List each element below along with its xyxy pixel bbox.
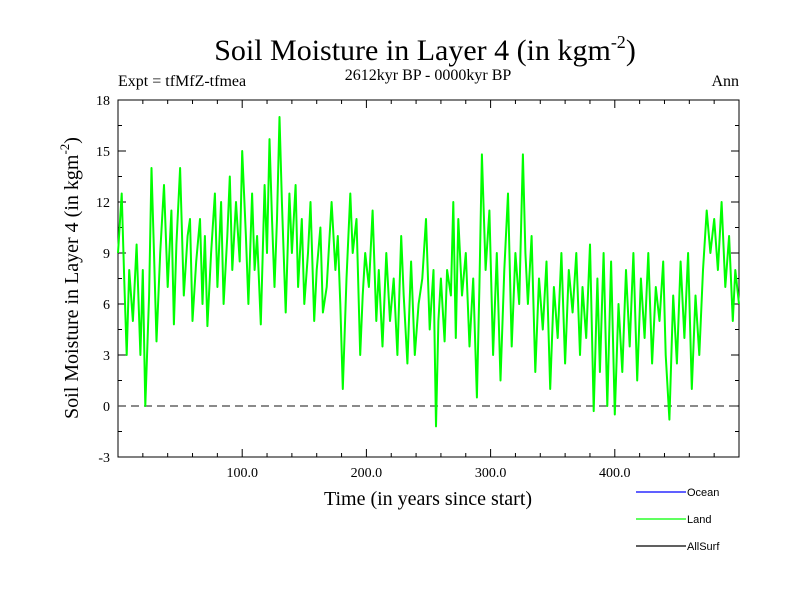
y-axis-label: Soil Moisture in Layer 4 (in kgm-2)	[57, 137, 83, 419]
chart-subtitle: 2612kyr BP - 0000kyr BP	[345, 67, 512, 84]
x-axis: 100.0 200.0 300.0 400.0	[142, 100, 715, 481]
y-tick-label: 6	[103, 298, 110, 313]
expt-label: Expt = tfMfZ-tfmea	[118, 73, 246, 90]
y-tick-label: 15	[96, 145, 110, 160]
y-tick-label: 3	[103, 349, 110, 364]
y-tick-label: 18	[96, 94, 110, 109]
x-tick-label: 400.0	[599, 466, 631, 481]
y-tick-label: 9	[103, 247, 110, 262]
legend-label-ocean: Ocean	[687, 487, 719, 499]
legend: Ocean Land AllSurf	[636, 487, 720, 553]
season-label: Ann	[711, 73, 739, 90]
x-tick-label: 200.0	[351, 466, 383, 481]
series-line-land	[117, 116, 740, 428]
x-tick-label: 300.0	[475, 466, 507, 481]
y-tick-label: 12	[96, 196, 110, 211]
y-tick-label: 0	[103, 400, 110, 415]
y-axis: -3 0 3 6 9 12 15 18	[96, 94, 739, 466]
y-tick-label: -3	[98, 451, 110, 466]
x-tick-label: 100.0	[226, 466, 258, 481]
x-axis-label: Time (in years since start)	[324, 488, 532, 510]
chart-title: Soil Moisture in Layer 4 (in kgm-2)	[214, 32, 636, 67]
legend-label-land: Land	[687, 514, 711, 526]
legend-label-allsurf: AllSurf	[687, 541, 720, 553]
